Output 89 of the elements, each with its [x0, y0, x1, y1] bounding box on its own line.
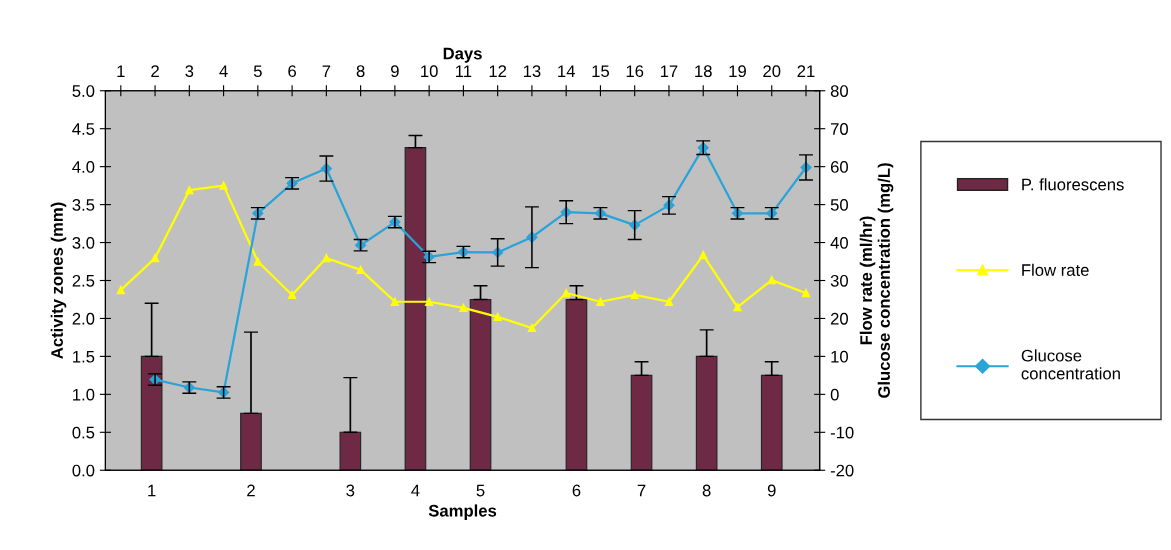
bar	[630, 374, 653, 471]
point	[493, 312, 502, 322]
point	[219, 181, 228, 190]
point	[253, 257, 263, 266]
annotation: 4	[411, 484, 420, 497]
annotation: 1	[148, 484, 156, 497]
x-tick-label: 18	[695, 65, 712, 78]
point	[767, 275, 776, 285]
annotation: 9	[767, 484, 776, 497]
point	[459, 303, 468, 312]
legend-label: Glucose concentration	[1021, 349, 1120, 380]
text: Samples	[428, 504, 497, 520]
y2-tick-label: 50	[830, 199, 848, 211]
y-tick-label: 0.0	[72, 464, 95, 477]
bar	[240, 412, 262, 471]
x-tick-label: 1	[117, 65, 125, 77]
bar	[404, 147, 427, 471]
y-axis-title: Activity zones (mm)	[50, 202, 67, 359]
annotation: 8	[702, 484, 711, 497]
y-tick-label: 1.0	[73, 388, 95, 401]
x-tick-label: 8	[356, 65, 365, 78]
x-tick-label: 17	[660, 65, 678, 77]
point	[287, 290, 297, 300]
y-tick-label: 4.0	[72, 161, 95, 173]
x-tick-label: 20	[763, 65, 781, 78]
y-tick-label: 2.5	[72, 274, 95, 287]
y2-tick-label: 20	[830, 312, 848, 325]
point	[150, 253, 160, 263]
point	[699, 250, 708, 260]
point	[356, 265, 365, 275]
y2-axis-title: Flow rate (ml/hr) Glucose concentration (mg/L)	[859, 163, 894, 398]
bar	[695, 355, 718, 471]
y-tick-label: 3.0	[72, 236, 95, 249]
annotation: 5	[476, 484, 485, 497]
y-tick-label: 5.0	[72, 85, 95, 97]
y2-tick-label: 60	[830, 161, 848, 173]
y-tick-label: 0.5	[72, 426, 95, 439]
y-tick-label: 2.0	[72, 312, 95, 325]
x-tick-label: 21	[797, 65, 815, 77]
point	[527, 323, 537, 333]
bar	[565, 298, 588, 471]
point	[116, 285, 125, 295]
y-tick-label: 3.5	[72, 199, 95, 211]
point	[390, 297, 400, 306]
bar	[339, 431, 362, 471]
x-tick-label: 13	[523, 65, 541, 78]
point	[596, 297, 605, 306]
x-tick-label: 7	[322, 65, 331, 77]
point	[630, 290, 639, 300]
x-tick-label: 11	[456, 65, 472, 77]
y2-tick-label: -10	[830, 426, 854, 439]
legend-label: Flow rate	[1022, 263, 1089, 276]
y-tick-label: 1.5	[73, 350, 95, 363]
bar	[469, 298, 492, 471]
x-tick-label: 3	[185, 65, 194, 78]
x-tick-label: 12	[489, 65, 507, 77]
y2-tick-label: 30	[830, 274, 848, 287]
y2-tick-label: 40	[830, 236, 848, 249]
y2-tick-label: 80	[830, 85, 848, 97]
y2-tick-label: -20	[830, 464, 854, 477]
x-tick-label: 4	[219, 65, 228, 77]
x-tick-label: 6	[288, 65, 297, 78]
point	[562, 288, 571, 298]
y2-tick-label: 10	[831, 350, 848, 363]
annotation: 3	[346, 484, 355, 497]
x-tick-label: 2	[151, 65, 159, 77]
point	[322, 253, 331, 263]
annotation: 2	[247, 484, 255, 497]
x-tick-label: 19	[729, 65, 746, 78]
annotation: 7	[637, 484, 646, 497]
bar	[760, 374, 783, 471]
y-tick-label: 4.5	[72, 123, 95, 135]
x-tick-label: 10	[421, 65, 438, 78]
x-tick-label: 5	[253, 65, 262, 78]
x-tick-label: 9	[391, 65, 399, 78]
x-axis-title: Days	[443, 47, 482, 63]
y2-tick-label: 0	[830, 388, 839, 401]
point	[733, 302, 742, 312]
legend-label: P. fluorescens	[1022, 178, 1124, 191]
x-tick-label: 14	[558, 65, 575, 77]
point	[664, 297, 674, 306]
point	[424, 297, 434, 306]
x-tick-label: 16	[626, 65, 644, 78]
annotation: 6	[572, 484, 581, 497]
x-tick-label: 15	[592, 65, 610, 78]
point	[185, 186, 194, 195]
point	[801, 288, 811, 298]
y2-tick-label: 70	[830, 123, 848, 135]
bar	[140, 355, 163, 471]
